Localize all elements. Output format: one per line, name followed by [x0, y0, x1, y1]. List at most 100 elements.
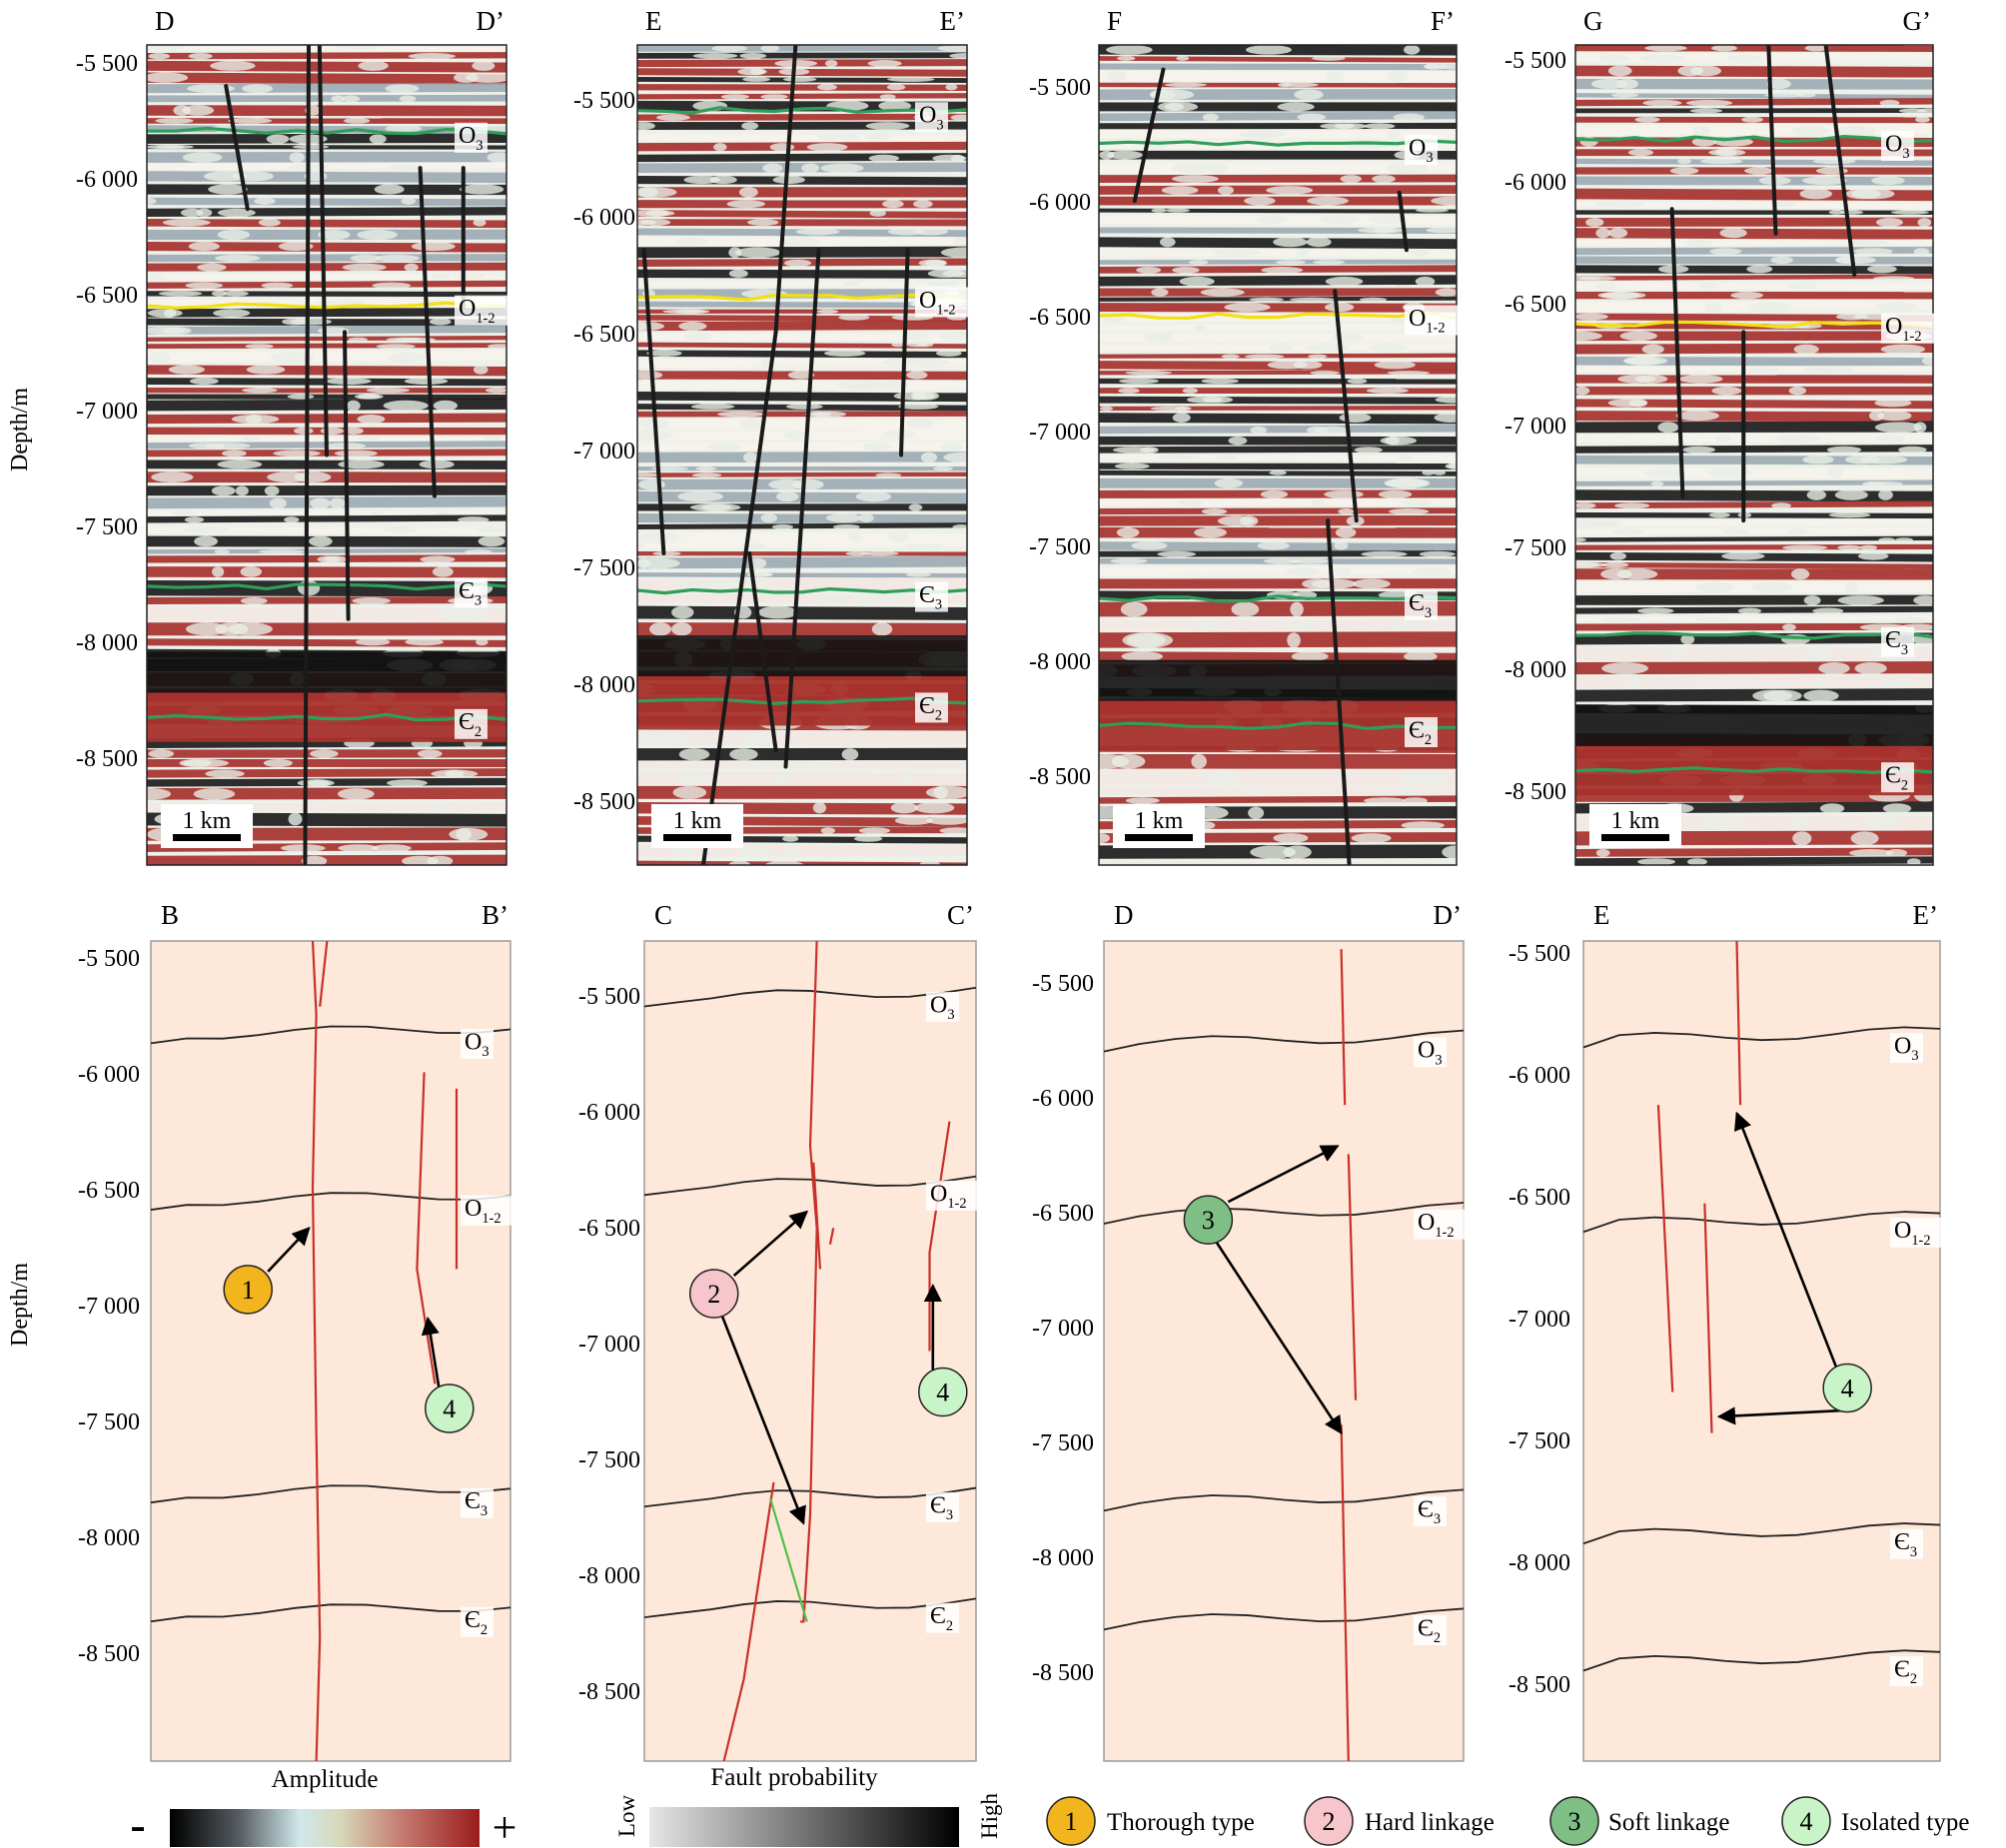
interpreted-fault [416, 1072, 437, 1385]
seismic-horizon [637, 293, 967, 302]
svg-text:Є3: Є3 [1885, 627, 1908, 658]
seismic-panel: D D’ O3 O1-2 Є3 Є2 -5 500 -6 000 -6 500 -7 000 -7 … [76, 6, 508, 866]
interpreted-fault [1347, 1154, 1358, 1400]
seismic-horizon [147, 301, 506, 310]
section-end-label: D’ [477, 6, 505, 36]
horizon-label: O3 [915, 102, 948, 133]
horizon-label: O1-2 [1414, 1209, 1468, 1241]
seismic-fault [1669, 207, 1685, 498]
legend-label-2: Hard linkage [1365, 1809, 1495, 1836]
depth-tick-label: -8 500 [78, 1641, 140, 1667]
interpreted-horizon [1103, 1029, 1465, 1053]
amplitude-title: Amplitude [272, 1766, 379, 1793]
horizon-label: Є2 [1881, 762, 1914, 793]
svg-text:O3: O3 [1418, 1038, 1443, 1069]
seismic-texture [637, 45, 967, 865]
horizon-label: Є2 [455, 708, 488, 740]
svg-text:Є2: Є2 [1885, 763, 1908, 794]
legend-label-4: Isolated type [1841, 1809, 1969, 1836]
seismic-fault [418, 166, 437, 498]
svg-text:Є2: Є2 [1894, 1656, 1917, 1687]
depth-tick-label: -6 000 [1029, 190, 1091, 216]
legend-marker-4-number: 4 [1800, 1807, 1813, 1836]
seismic-horizon [147, 582, 506, 591]
depth-tick-label: -7 500 [1029, 534, 1091, 560]
seismic-horizon [1099, 594, 1457, 603]
interpreted-fault [800, 940, 818, 1623]
depth-tick-label: -6 000 [76, 167, 138, 193]
horizon-label: Є3 [1414, 1495, 1447, 1527]
svg-text:O1-2: O1-2 [930, 1181, 967, 1212]
svg-text:O1-2: O1-2 [1894, 1218, 1931, 1249]
depth-tick-label: -7 000 [76, 399, 138, 425]
horizon-label: O3 [461, 1029, 494, 1060]
depth-tick-label: -6 000 [573, 205, 635, 231]
seismic-fault [701, 330, 778, 865]
interpreted-horizon [150, 1025, 511, 1045]
section-start-label: E [1593, 900, 1610, 930]
seismic-horizon [637, 106, 967, 115]
scale-bar: 1 km [1113, 804, 1205, 848]
seismic-horizon [637, 586, 967, 595]
svg-text:Є3: Є3 [1418, 1496, 1441, 1527]
horizon-label: O1-2 [1881, 313, 1935, 345]
seismic-fault [1132, 67, 1166, 203]
scale-bar-label: 1 km [1135, 808, 1184, 834]
depth-tick-label: -5 500 [1032, 971, 1094, 997]
interpreted-fault [319, 940, 329, 1007]
section-end-label: E’ [940, 6, 965, 36]
seismic-horizon [1575, 320, 1933, 329]
depth-tick-label: -6 000 [1508, 1063, 1570, 1089]
type-marker-number: 4 [443, 1394, 456, 1423]
seismic-texture [1575, 45, 1933, 865]
seismic-fault [773, 45, 798, 335]
depth-tick-label: -6 000 [78, 1062, 140, 1088]
horizon-label: O3 [1405, 135, 1438, 166]
interpreted-horizon [1103, 1488, 1465, 1512]
svg-text:Є3: Є3 [465, 1488, 488, 1519]
legend-item-hard-linkage: 2 Hard linkage [1304, 1796, 1495, 1846]
depth-tick-label: -7 000 [1029, 420, 1091, 446]
depth-tick-label: -8 500 [1504, 779, 1566, 805]
svg-text:O1-2: O1-2 [465, 1196, 502, 1227]
seismic-panel: G G’ O3 O1-2 Є3 Є2 -5 500 -6 000 -6 500 -7 000 -7 … [1504, 6, 1935, 866]
section-end-label: C’ [947, 900, 974, 930]
seismic-fault [641, 248, 666, 556]
depth-tick-label: -8 500 [1032, 1660, 1094, 1686]
seismic-horizon [1099, 139, 1457, 147]
scale-bar-label: 1 km [183, 808, 232, 834]
horizon-label: O1-2 [455, 295, 508, 327]
svg-text:Є3: Є3 [1409, 590, 1432, 621]
depth-tick-label: -8 500 [76, 746, 138, 772]
interpreted-horizon [1582, 1522, 1941, 1545]
seismic-fault [1823, 45, 1857, 277]
interpretation-frame [150, 940, 511, 1762]
svg-text:O3: O3 [1894, 1034, 1919, 1065]
depth-tick-label: -7 000 [1504, 414, 1566, 440]
depth-tick-label: -5 500 [1508, 941, 1570, 967]
seismic-horizon [637, 696, 967, 705]
interpretation-panel: 2 4 C C’ O3 O1-2 Є3 Є2 -5 500 -6 000 -6 500 -7 000 -… [578, 900, 980, 1762]
interpreted-horizon [1582, 1649, 1941, 1672]
seismic-fault [1766, 45, 1778, 236]
scale-bar: 1 km [161, 804, 253, 848]
seismic-texture [147, 45, 506, 865]
interpreted-horizon [150, 1484, 511, 1504]
depth-tick-label: -7 500 [578, 1447, 640, 1473]
section-start-label: G [1583, 6, 1603, 36]
svg-text:O1-2: O1-2 [1418, 1210, 1455, 1241]
seismic-horizon [147, 712, 506, 722]
svg-text:Є3: Є3 [930, 1492, 953, 1523]
interpretation-sections: 1 4 B B’ O3 O1-2 Є3 Є2 -5 500 -6 000 -6 500 -7 000 -… [78, 900, 1944, 1762]
amplitude-min-symbol: - [130, 1799, 145, 1848]
depth-tick-label: -7 500 [78, 1409, 140, 1435]
depth-tick-label: -6 500 [573, 322, 635, 348]
interpreted-fault [1340, 949, 1347, 1106]
depth-tick-label: -8 000 [1508, 1550, 1570, 1576]
svg-text:Є2: Є2 [465, 1607, 488, 1638]
y-axis-label-bottom: Depth/m [7, 1263, 33, 1347]
svg-text:O3: O3 [465, 1029, 490, 1060]
horizon-label: O1-2 [461, 1195, 514, 1227]
section-end-label: F’ [1431, 6, 1455, 36]
svg-text:Є2: Є2 [459, 709, 482, 740]
